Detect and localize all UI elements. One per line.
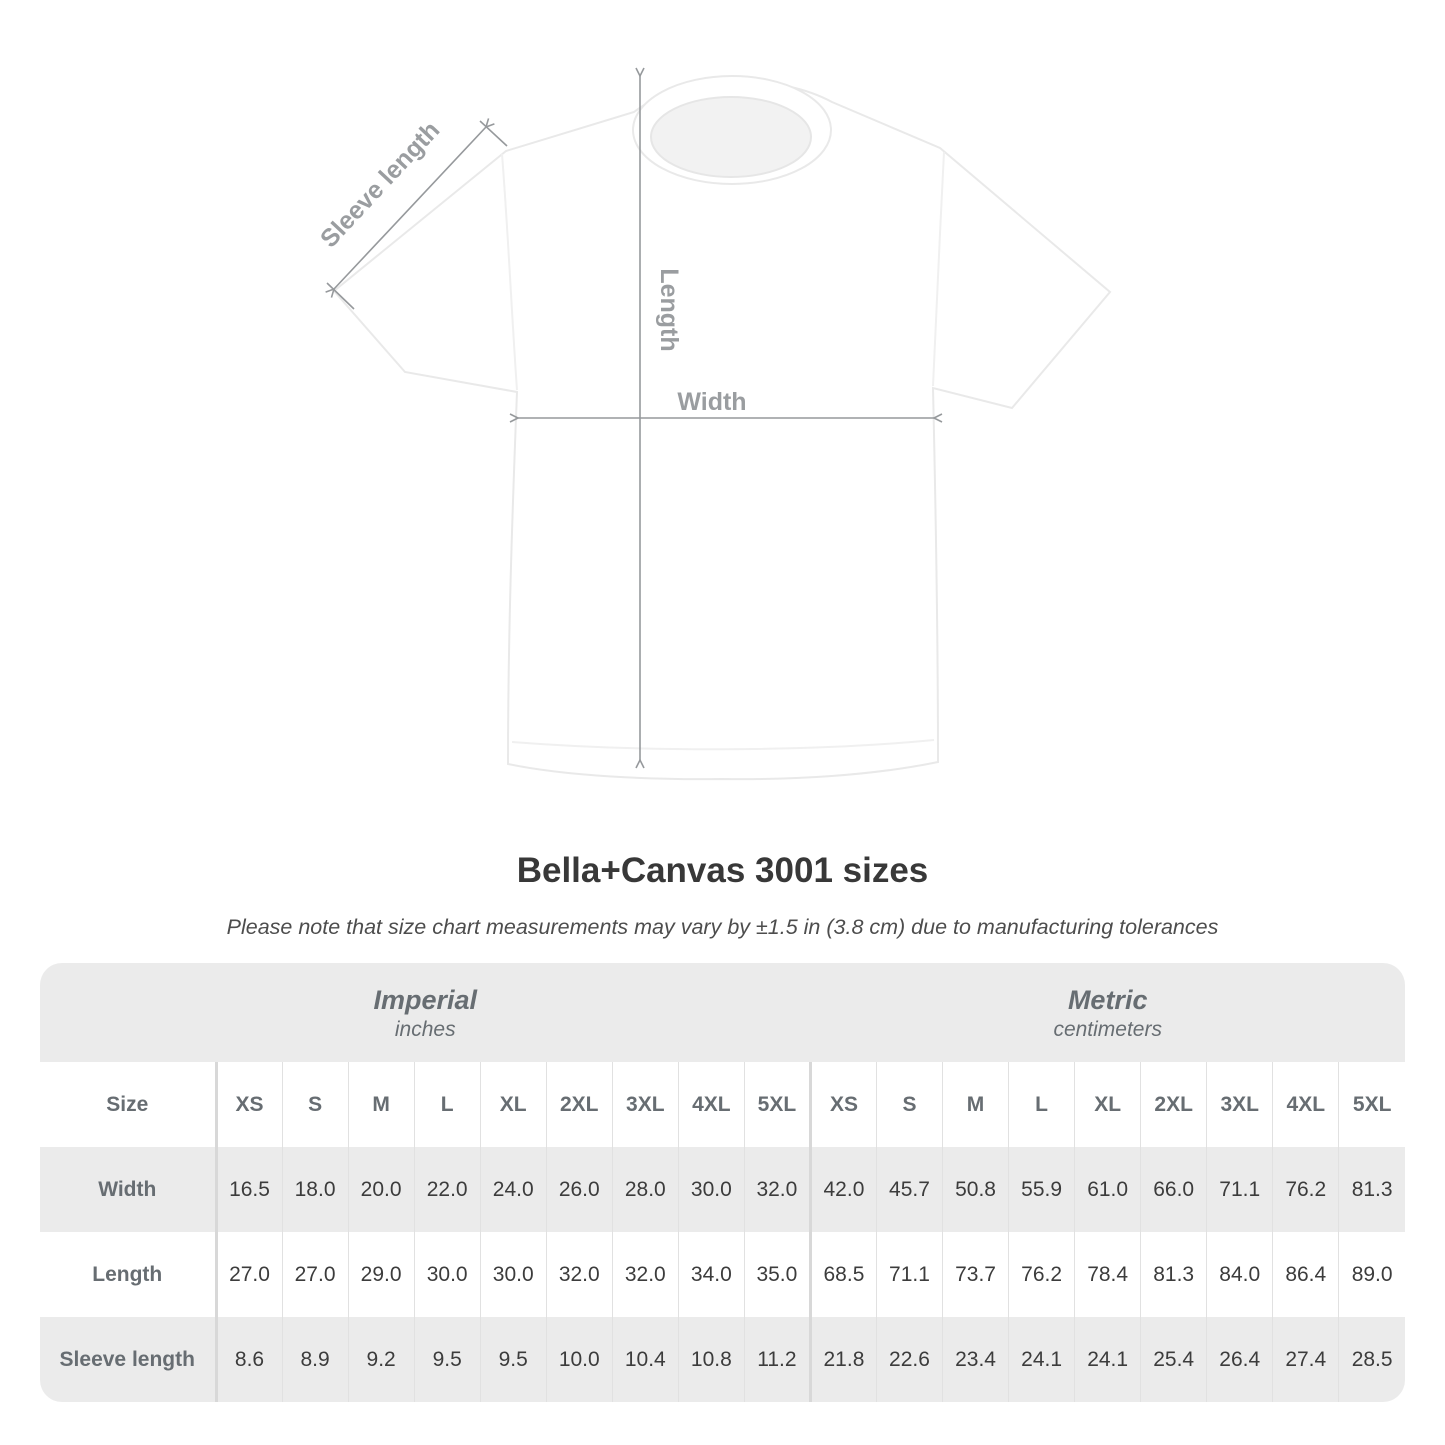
width-label: Width — [677, 388, 746, 416]
row-label: Sleeve length — [40, 1317, 216, 1402]
value-cell: 11.2 — [743, 1317, 811, 1402]
length-label: Length — [655, 268, 683, 351]
value-cell: 68.5 — [808, 1232, 877, 1317]
value-cell: 27.0 — [281, 1232, 349, 1317]
value-cell: 8.9 — [281, 1317, 349, 1402]
size-header: M — [942, 1062, 1009, 1147]
unit-group-row: Imperial inches Metric centimeters — [40, 963, 1405, 1062]
row-label: Width — [40, 1147, 216, 1232]
size-table: Imperial inches Metric centimeters Size … — [40, 963, 1405, 1402]
value-cell: 30.0 — [479, 1232, 547, 1317]
size-header: 3XL — [611, 1062, 679, 1147]
size-header: 5XL — [743, 1062, 811, 1147]
size-header: XL — [1074, 1062, 1141, 1147]
metric-group-header: Metric centimeters — [810, 963, 1405, 1062]
value-cell: 84.0 — [1206, 1232, 1273, 1317]
value-cell: 22.0 — [413, 1147, 481, 1232]
table-row: Length 27.0 27.0 29.0 30.0 30.0 32.0 32.… — [40, 1232, 1405, 1317]
tshirt-illustration — [332, 75, 1112, 781]
value-cell: 28.5 — [1338, 1317, 1405, 1402]
value-cell: 26.0 — [545, 1147, 613, 1232]
value-cell: 9.5 — [413, 1317, 481, 1402]
size-header: M — [347, 1062, 415, 1147]
metric-label: Metric — [1067, 984, 1148, 1015]
size-header: 2XL — [545, 1062, 613, 1147]
value-cell: 9.5 — [479, 1317, 547, 1402]
size-header: 3XL — [1206, 1062, 1273, 1147]
sleeve-length-arrow — [325, 118, 508, 310]
imperial-label: Imperial — [373, 984, 477, 1015]
tshirt-diagram: Length Width Sleeve length — [315, 67, 1112, 781]
size-header: 4XL — [1272, 1062, 1339, 1147]
value-cell: 20.0 — [347, 1147, 415, 1232]
value-cell: 81.3 — [1338, 1147, 1405, 1232]
value-cell: 30.0 — [413, 1232, 481, 1317]
value-cell: 42.0 — [808, 1147, 877, 1232]
value-cell: 45.7 — [875, 1147, 943, 1232]
value-cell: 25.4 — [1140, 1317, 1207, 1402]
value-cell: 26.4 — [1206, 1317, 1273, 1402]
value-cell: 28.0 — [611, 1147, 679, 1232]
table-row: Sleeve length 8.6 8.9 9.2 9.5 9.5 10.0 1… — [40, 1317, 1405, 1402]
value-cell: 27.4 — [1272, 1317, 1339, 1402]
value-cell: 24.1 — [1074, 1317, 1141, 1402]
value-cell: 10.0 — [545, 1317, 613, 1402]
page-title: Bella+Canvas 3001 sizes — [516, 851, 929, 890]
value-cell: 35.0 — [743, 1232, 811, 1317]
value-cell: 23.4 — [942, 1317, 1009, 1402]
value-cell: 29.0 — [347, 1232, 415, 1317]
size-header: L — [413, 1062, 481, 1147]
value-cell: 86.4 — [1272, 1232, 1339, 1317]
value-cell: 22.6 — [875, 1317, 943, 1402]
value-cell: 16.5 — [214, 1147, 283, 1232]
table-row: Width 16.5 18.0 20.0 22.0 24.0 26.0 28.0… — [40, 1147, 1405, 1232]
value-cell: 32.0 — [545, 1232, 613, 1317]
size-header: L — [1008, 1062, 1075, 1147]
size-header: S — [875, 1062, 943, 1147]
size-header-row: Size XS S M L XL 2XL 3XL 4XL 5XL XS S M … — [40, 1062, 1405, 1147]
value-cell: 89.0 — [1338, 1232, 1405, 1317]
imperial-unit: inches — [394, 1017, 456, 1041]
size-header: 4XL — [677, 1062, 745, 1147]
value-cell: 27.0 — [214, 1232, 283, 1317]
value-cell: 10.8 — [677, 1317, 745, 1402]
size-header: 5XL — [1338, 1062, 1405, 1147]
value-cell: 76.2 — [1008, 1232, 1075, 1317]
value-cell: 18.0 — [281, 1147, 349, 1232]
size-header: XL — [479, 1062, 547, 1147]
tolerance-note: Please note that size chart measurements… — [226, 915, 1219, 939]
value-cell: 71.1 — [875, 1232, 943, 1317]
value-cell: 30.0 — [677, 1147, 745, 1232]
value-cell: 50.8 — [942, 1147, 1009, 1232]
size-header: S — [281, 1062, 349, 1147]
value-cell: 81.3 — [1140, 1232, 1207, 1317]
size-header: XS — [808, 1062, 877, 1147]
value-cell: 21.8 — [808, 1317, 877, 1402]
value-cell: 24.1 — [1008, 1317, 1075, 1402]
imperial-group-header: Imperial inches — [40, 963, 811, 1062]
size-column-header: Size — [40, 1062, 216, 1147]
size-header: 2XL — [1140, 1062, 1207, 1147]
value-cell: 66.0 — [1140, 1147, 1207, 1232]
value-cell: 61.0 — [1074, 1147, 1141, 1232]
value-cell: 32.0 — [743, 1147, 811, 1232]
value-cell: 76.2 — [1272, 1147, 1339, 1232]
value-cell: 32.0 — [611, 1232, 679, 1317]
value-cell: 73.7 — [942, 1232, 1009, 1317]
value-cell: 8.6 — [214, 1317, 283, 1402]
size-header: XS — [214, 1062, 283, 1147]
row-label: Length — [40, 1232, 216, 1317]
value-cell: 10.4 — [611, 1317, 679, 1402]
value-cell: 55.9 — [1008, 1147, 1075, 1232]
value-cell: 78.4 — [1074, 1232, 1141, 1317]
metric-unit: centimeters — [1053, 1017, 1162, 1041]
value-cell: 34.0 — [677, 1232, 745, 1317]
value-cell: 24.0 — [479, 1147, 547, 1232]
value-cell: 9.2 — [347, 1317, 415, 1402]
value-cell: 71.1 — [1206, 1147, 1273, 1232]
